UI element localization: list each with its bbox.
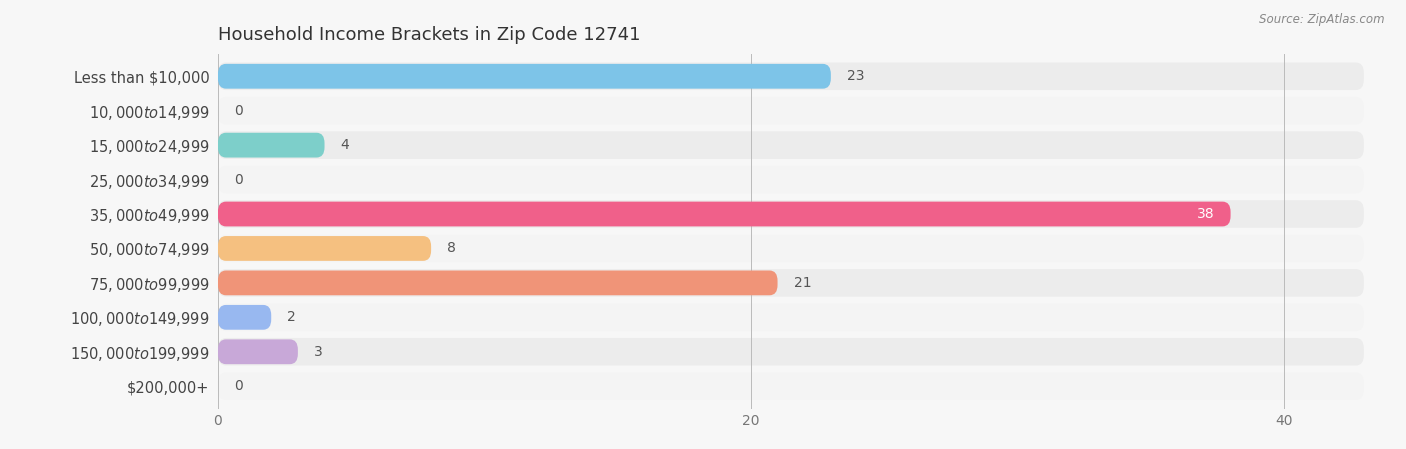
- Text: 0: 0: [233, 104, 243, 118]
- Text: 2: 2: [287, 310, 297, 324]
- FancyBboxPatch shape: [218, 270, 778, 295]
- Text: 0: 0: [233, 172, 243, 187]
- FancyBboxPatch shape: [218, 62, 1364, 90]
- FancyBboxPatch shape: [218, 339, 298, 364]
- FancyBboxPatch shape: [218, 235, 1364, 262]
- FancyBboxPatch shape: [218, 132, 1364, 159]
- Text: 38: 38: [1197, 207, 1215, 221]
- FancyBboxPatch shape: [218, 166, 1364, 194]
- Text: Household Income Brackets in Zip Code 12741: Household Income Brackets in Zip Code 12…: [218, 26, 640, 44]
- FancyBboxPatch shape: [218, 338, 1364, 365]
- FancyBboxPatch shape: [218, 269, 1364, 297]
- FancyBboxPatch shape: [218, 372, 1364, 400]
- FancyBboxPatch shape: [218, 202, 1230, 226]
- Text: 23: 23: [846, 69, 865, 83]
- Text: 3: 3: [314, 345, 322, 359]
- Text: 0: 0: [233, 379, 243, 393]
- FancyBboxPatch shape: [218, 97, 1364, 124]
- Text: 8: 8: [447, 242, 456, 255]
- FancyBboxPatch shape: [218, 200, 1364, 228]
- FancyBboxPatch shape: [218, 133, 325, 158]
- FancyBboxPatch shape: [218, 305, 271, 330]
- FancyBboxPatch shape: [218, 304, 1364, 331]
- Text: 21: 21: [793, 276, 811, 290]
- FancyBboxPatch shape: [218, 236, 432, 261]
- FancyBboxPatch shape: [218, 64, 831, 88]
- Text: Source: ZipAtlas.com: Source: ZipAtlas.com: [1260, 13, 1385, 26]
- Text: 4: 4: [340, 138, 349, 152]
